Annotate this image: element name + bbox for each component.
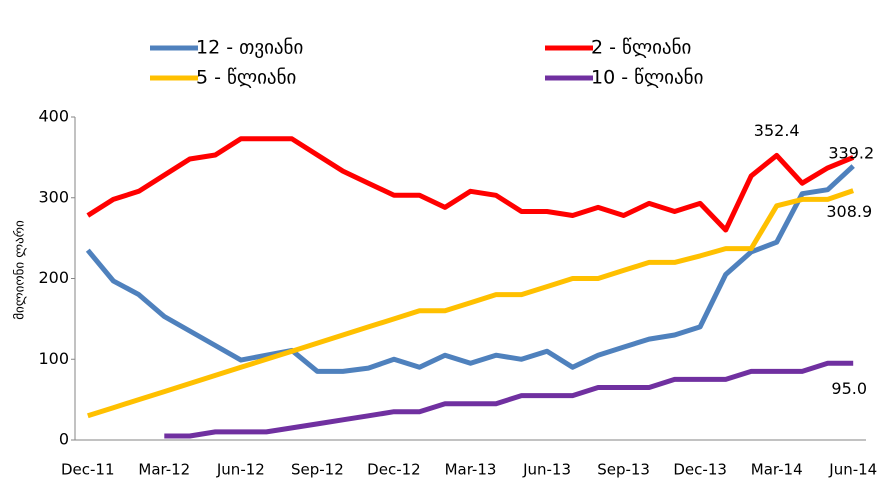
x-tick-label: Mar-14 xyxy=(751,461,803,479)
x-tick-label: Sep-13 xyxy=(597,461,650,479)
legend-label: 5 - წლიანი xyxy=(196,67,296,89)
series-line xyxy=(87,188,855,419)
legend-label: 10 - წლიანი xyxy=(591,67,703,89)
x-tick-label: Jun-12 xyxy=(216,461,265,479)
x-tick-label: Dec-12 xyxy=(367,461,421,479)
y-tick-label: 0 xyxy=(59,430,69,449)
x-tick-label: Mar-12 xyxy=(138,461,190,479)
data-label: 339.2 xyxy=(828,144,874,163)
y-tick-label: 200 xyxy=(38,268,69,287)
x-tick-label: Mar-13 xyxy=(445,461,497,479)
x-tick-label: Sep-12 xyxy=(291,461,344,479)
x-tick-label: Jun-14 xyxy=(828,461,877,479)
x-tick-label: Dec-11 xyxy=(61,461,115,479)
y-axis-title: მილიონი ლარი xyxy=(13,220,28,320)
x-tick-label: Dec-13 xyxy=(673,461,727,479)
series-line xyxy=(85,164,855,374)
legend-label: 12 - თვიანი xyxy=(196,37,303,59)
series-line xyxy=(164,360,854,439)
y-tick-label: 400 xyxy=(38,107,69,126)
legend-label: 2 - წლიანი xyxy=(591,37,691,59)
x-tick-label: Jun-13 xyxy=(522,461,571,479)
data-label: 308.9 xyxy=(826,202,872,221)
y-tick-label: 300 xyxy=(38,187,69,206)
y-tick-label: 100 xyxy=(38,349,69,368)
series-line xyxy=(86,136,855,233)
data-label: 352.4 xyxy=(754,121,800,140)
data-label: 95.0 xyxy=(831,379,867,398)
